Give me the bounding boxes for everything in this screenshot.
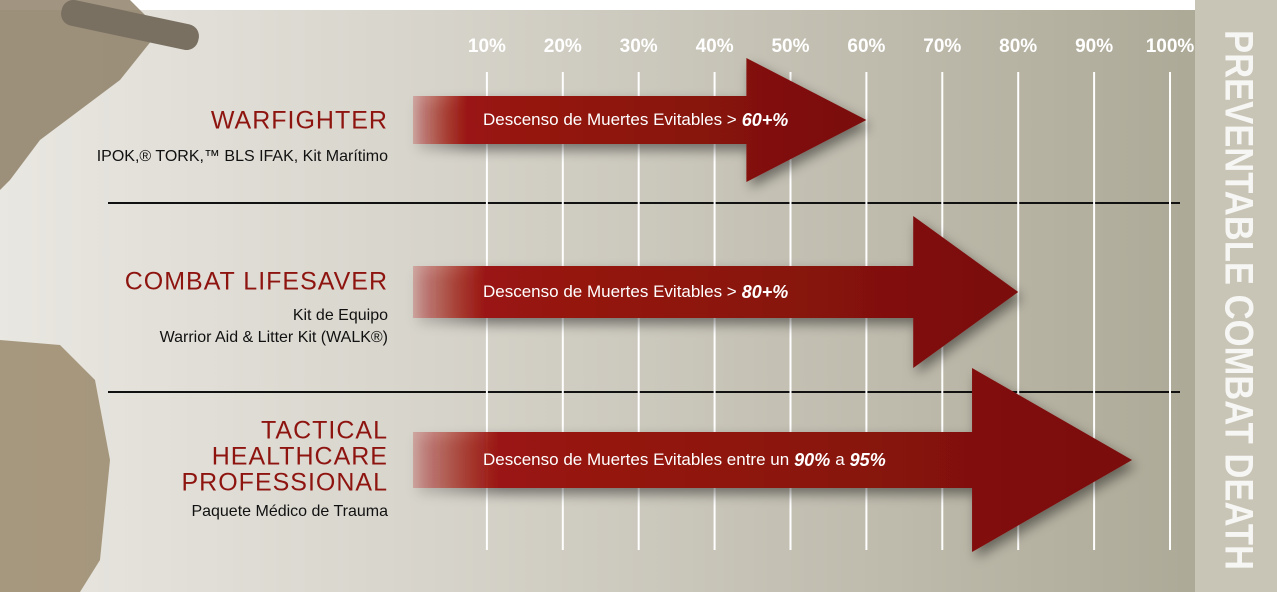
row-subtitle: Warrior Aid & Litter Kit (WALK®) [160, 329, 388, 346]
x-tick-label: 70% [923, 36, 961, 57]
x-tick-label: 90% [1075, 36, 1113, 57]
caption-text: Descenso de Muertes Evitables entre un [483, 450, 789, 469]
photo-muzzle [61, 0, 199, 51]
arrow [413, 216, 1019, 368]
x-tick-label: 40% [696, 36, 734, 57]
row-title: COMBAT LIFESAVER [125, 268, 388, 296]
caption-value: 90% [794, 450, 830, 470]
x-tick-label: 20% [544, 36, 582, 57]
x-tick-label: 30% [620, 36, 658, 57]
x-tick-label: 80% [999, 36, 1037, 57]
photo-rifle [0, 0, 160, 190]
value-label: 80+% [742, 282, 789, 302]
side-band [1195, 0, 1277, 592]
row-subtitle: IPOK,® TORK,™ BLS IFAK, Kit Marítimo [97, 148, 388, 165]
row-title: HEALTHCARE [212, 443, 388, 471]
row-title: WARFIGHTER [211, 107, 388, 135]
photo-pouch [0, 340, 110, 592]
caption: Descenso de Muertes Evitables > 80+% [483, 282, 788, 302]
row-subtitle: Kit de Equipo [293, 307, 388, 324]
value-label: 60+% [742, 110, 789, 130]
side-label: PREVENTABLE COMBAT DEATH [1216, 30, 1260, 570]
row-title: PROFESSIONAL [182, 469, 389, 497]
caption-text: Descenso de Muertes Evitables > [483, 282, 737, 301]
value-label: 95% [850, 450, 886, 470]
caption: Descenso de Muertes Evitables entre un 90… [483, 450, 886, 470]
row-subtitle: Paquete Médico de Trauma [191, 503, 388, 520]
top-band [0, 0, 1277, 10]
x-tick-label: 50% [771, 36, 809, 57]
caption-text: a [835, 450, 845, 469]
arrow [413, 58, 867, 182]
row-title: TACTICAL [261, 417, 388, 445]
caption: Descenso de Muertes Evitables > 60+% [483, 110, 788, 130]
x-tick-label: 100% [1146, 36, 1195, 57]
x-tick-label: 10% [468, 36, 506, 57]
x-tick-label: 60% [847, 36, 885, 57]
arrow [413, 368, 1133, 552]
caption-text: Descenso de Muertes Evitables > [483, 110, 737, 129]
